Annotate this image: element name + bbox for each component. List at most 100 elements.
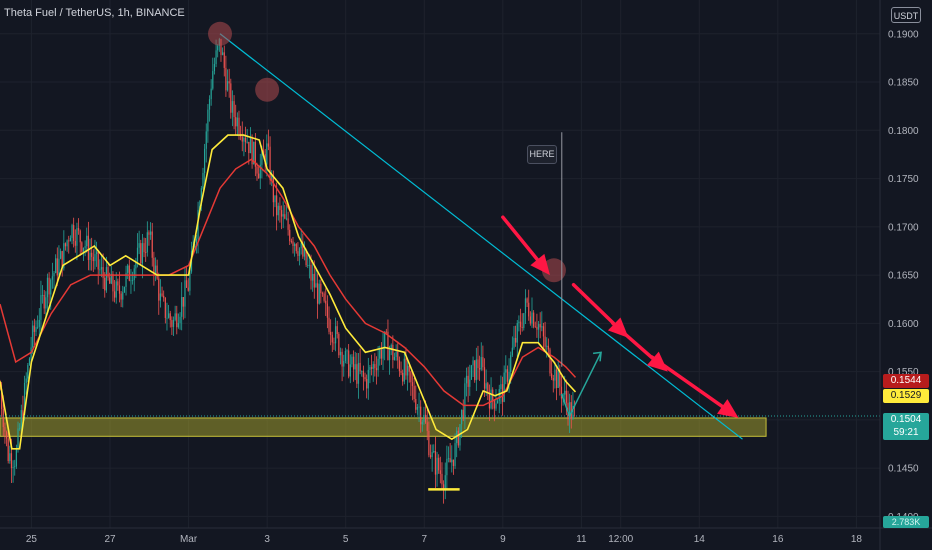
candle-body (292, 241, 294, 247)
candle-body (176, 313, 178, 328)
candle-body (433, 450, 435, 453)
candle-body (438, 457, 440, 471)
candle-body (56, 258, 58, 276)
candle-body (354, 364, 356, 370)
candle-body (235, 117, 237, 127)
candle-body (123, 286, 126, 293)
x-tick-label: 12:00 (608, 534, 633, 545)
candle-body (519, 321, 522, 327)
candle-body (397, 351, 399, 361)
candle-body (146, 232, 148, 253)
candle-body (37, 326, 39, 328)
candle-body (411, 382, 414, 387)
candle-body (552, 378, 554, 381)
candle-body (269, 146, 271, 181)
candle-body (204, 148, 206, 173)
candle-body (225, 67, 227, 91)
candle-body (280, 210, 283, 217)
pivot-marker (208, 21, 232, 46)
candle-body (551, 373, 553, 379)
red-arrow-head (530, 253, 550, 276)
symbol-title: Theta Fuel / TetherUS, 1h, BINANCE (4, 7, 185, 19)
red-arrow-shaft (571, 283, 616, 326)
candle-body (153, 257, 155, 273)
candle-body (130, 280, 132, 282)
candle-body (539, 324, 541, 328)
candle-body (1, 388, 3, 410)
currency-badge[interactable]: USDT (891, 7, 921, 23)
candle-body (100, 267, 103, 270)
candle-body (148, 232, 150, 235)
candle-body (469, 379, 471, 387)
candle-body (151, 231, 153, 258)
candle-body (464, 383, 466, 418)
candle-body (20, 410, 22, 429)
drawings-layer (0, 21, 880, 491)
candle-body (32, 325, 34, 348)
candle-body (115, 281, 117, 298)
candle-body (181, 297, 183, 317)
candle-body (213, 64, 216, 72)
candle-body (66, 240, 68, 247)
candle-body (559, 370, 561, 387)
candle-body (289, 229, 291, 242)
candle-body (444, 475, 446, 491)
candle-body (217, 45, 219, 51)
candle-body (524, 298, 527, 314)
candle-body (333, 342, 335, 344)
candle-body (474, 360, 476, 381)
candle-body (294, 244, 296, 247)
x-tick-label: 5 (343, 534, 349, 545)
candle-body (572, 405, 574, 419)
candle-body (528, 302, 530, 317)
candle-body (113, 291, 116, 298)
candle-body (256, 166, 258, 174)
candle-body (518, 321, 520, 324)
time-axis[interactable]: 25 27 Mar 3 5 7 9 11 12:00 14 16 18 (0, 527, 932, 545)
candle-body (164, 297, 166, 318)
candle-body (141, 243, 144, 264)
candle-body (166, 317, 168, 319)
candle-body (248, 141, 250, 154)
candle-body (210, 88, 212, 100)
candle-body (241, 136, 243, 142)
candle-body (428, 430, 430, 456)
candle-body (328, 317, 330, 332)
candle-body (497, 400, 499, 404)
candle-body (282, 214, 284, 217)
candle-body (570, 402, 572, 419)
candle-body (398, 360, 401, 372)
candle-body (316, 283, 319, 304)
candle-body (495, 403, 497, 409)
candle-body (272, 175, 274, 203)
pivot-marker (255, 77, 280, 102)
candle-body (303, 249, 306, 257)
candle-body (163, 295, 165, 298)
candle-body (554, 369, 556, 381)
candle-body (449, 458, 451, 463)
candle-body (200, 188, 202, 206)
candle-body (187, 287, 189, 291)
candle-body (58, 258, 60, 276)
candle-body (372, 364, 374, 369)
candle-body (541, 326, 543, 328)
candle-body (400, 371, 402, 373)
candle-body (416, 407, 419, 410)
candle-body (369, 367, 371, 370)
candle-body (15, 449, 17, 467)
candle-body (71, 225, 73, 238)
candle-body (546, 345, 548, 347)
candle-body (382, 347, 384, 359)
candle-body (395, 351, 397, 357)
candle-body (426, 422, 428, 431)
candle-body (274, 195, 276, 203)
candle-body (27, 365, 29, 379)
price-axis[interactable]: 0.1900 0.1850 0.1800 0.1750 0.1700 0.1650 0.16… (879, 0, 919, 550)
ma-slow-line (0, 158, 577, 407)
candle-body (392, 344, 394, 360)
candle-body (102, 267, 104, 278)
candle-body (447, 458, 450, 460)
candle-body (320, 283, 322, 294)
candle-body (379, 349, 381, 359)
